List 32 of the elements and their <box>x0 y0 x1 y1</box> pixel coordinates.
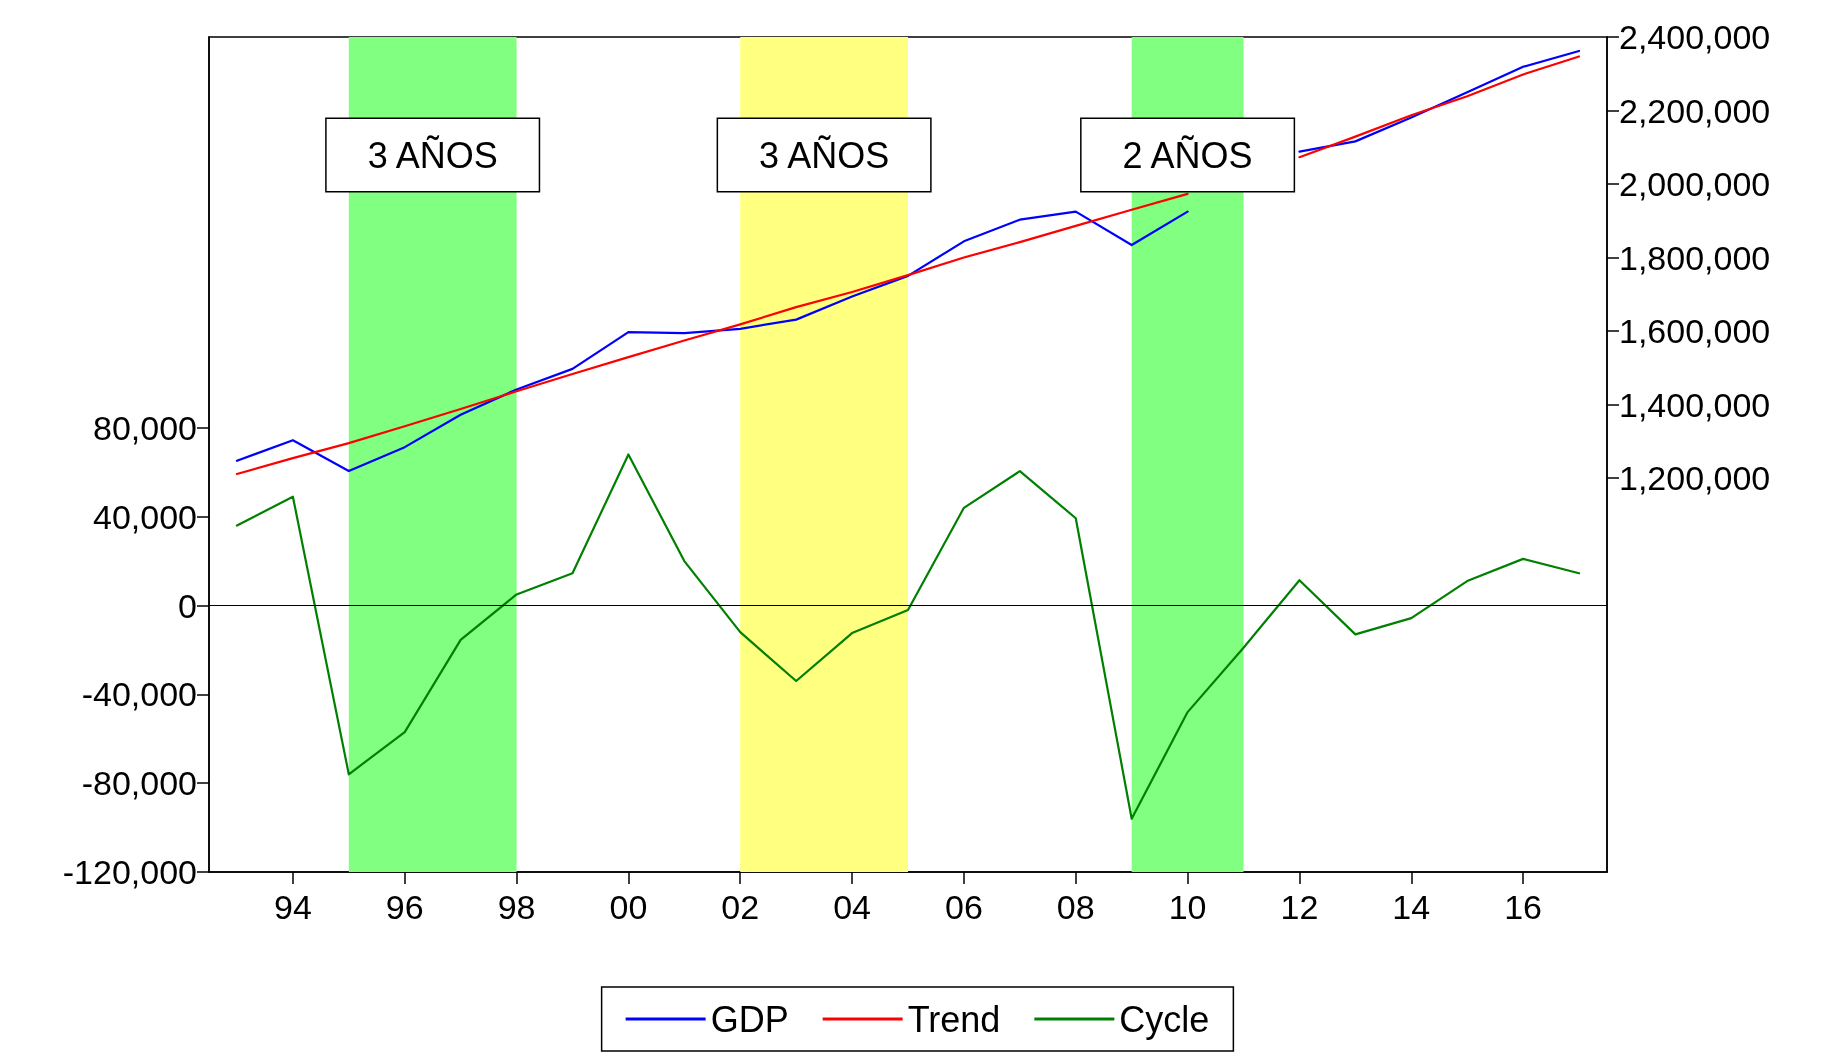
x-tick-label: 02 <box>721 888 760 926</box>
x-tick-label: 08 <box>1056 888 1095 926</box>
band-label: 3 AÑOS <box>367 134 498 176</box>
legend-label: GDP <box>710 998 789 1040</box>
y2-tick-label: 2,000,000 <box>1619 165 1771 204</box>
x-tick-label: 00 <box>609 888 648 926</box>
band-label: 3 AÑOS <box>759 134 890 176</box>
legend-label: Cycle <box>1119 998 1210 1040</box>
y-tick-label: 80,000 <box>93 408 197 447</box>
x-tick-label: 94 <box>273 888 312 926</box>
x-tick-label: 04 <box>833 888 871 926</box>
y2-tick-label: 1,600,000 <box>1619 312 1771 351</box>
x-tick-label: 96 <box>385 888 424 926</box>
y2-tick-label: 1,200,000 <box>1619 459 1771 498</box>
x-tick-label: 10 <box>1168 888 1207 926</box>
x-tick-label: 98 <box>497 888 536 926</box>
legend-label: Trend <box>907 998 1001 1040</box>
y-tick-label: -80,000 <box>81 764 197 803</box>
x-tick-label: 16 <box>1504 888 1543 926</box>
y-tick-label: -40,000 <box>81 675 197 714</box>
y-tick-label: 40,000 <box>93 497 197 536</box>
x-tick-label: 06 <box>945 888 983 926</box>
y-tick-label: -120,000 <box>62 853 197 891</box>
x-tick-label: 12 <box>1280 888 1319 926</box>
y2-tick-label: 1,800,000 <box>1619 238 1771 277</box>
y2-tick-label: 2,400,000 <box>1619 18 1771 56</box>
x-tick-label: 14 <box>1392 888 1431 926</box>
y2-tick-label: 2,200,000 <box>1619 91 1771 130</box>
y-tick-label: 0 <box>178 586 197 625</box>
line-series <box>235 453 1581 820</box>
band-label: 2 AÑOS <box>1122 134 1253 176</box>
y2-tick-label: 1,400,000 <box>1619 385 1771 424</box>
